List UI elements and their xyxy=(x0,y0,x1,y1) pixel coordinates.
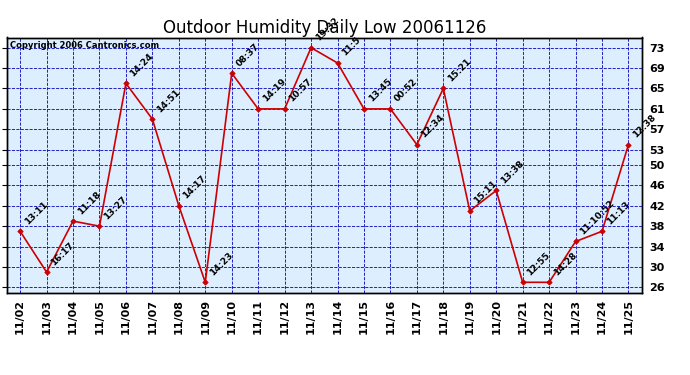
Text: 11:13: 11:13 xyxy=(604,200,631,226)
Text: 14:51: 14:51 xyxy=(155,87,181,114)
Text: 19:32: 19:32 xyxy=(314,16,340,43)
Text: 14:23: 14:23 xyxy=(208,251,235,277)
Text: 14:19: 14:19 xyxy=(261,77,288,104)
Text: 13:45: 13:45 xyxy=(366,77,393,104)
Text: 13:38: 13:38 xyxy=(499,159,526,185)
Text: Copyright 2006 Cantronics.com: Copyright 2006 Cantronics.com xyxy=(10,41,159,50)
Text: 12:55: 12:55 xyxy=(525,251,552,277)
Text: 12:38: 12:38 xyxy=(631,113,658,140)
Text: 10:57: 10:57 xyxy=(287,77,314,104)
Text: 11:5: 11:5 xyxy=(340,36,362,58)
Text: 11:10:52: 11:10:52 xyxy=(578,198,616,236)
Text: 13:11: 13:11 xyxy=(23,200,50,226)
Text: 14:28: 14:28 xyxy=(552,251,578,277)
Title: Outdoor Humidity Daily Low 20061126: Outdoor Humidity Daily Low 20061126 xyxy=(163,20,486,38)
Text: 11:18: 11:18 xyxy=(76,189,102,216)
Text: 14:24: 14:24 xyxy=(128,51,155,78)
Text: 12:34: 12:34 xyxy=(420,113,446,140)
Text: 13:27: 13:27 xyxy=(102,194,129,221)
Text: 14:17: 14:17 xyxy=(181,174,208,201)
Text: 15:21: 15:21 xyxy=(446,57,473,83)
Text: 08:37: 08:37 xyxy=(235,42,261,68)
Text: 16:17: 16:17 xyxy=(49,240,76,267)
Text: 00:52: 00:52 xyxy=(393,77,420,104)
Text: 15:11: 15:11 xyxy=(473,179,499,206)
